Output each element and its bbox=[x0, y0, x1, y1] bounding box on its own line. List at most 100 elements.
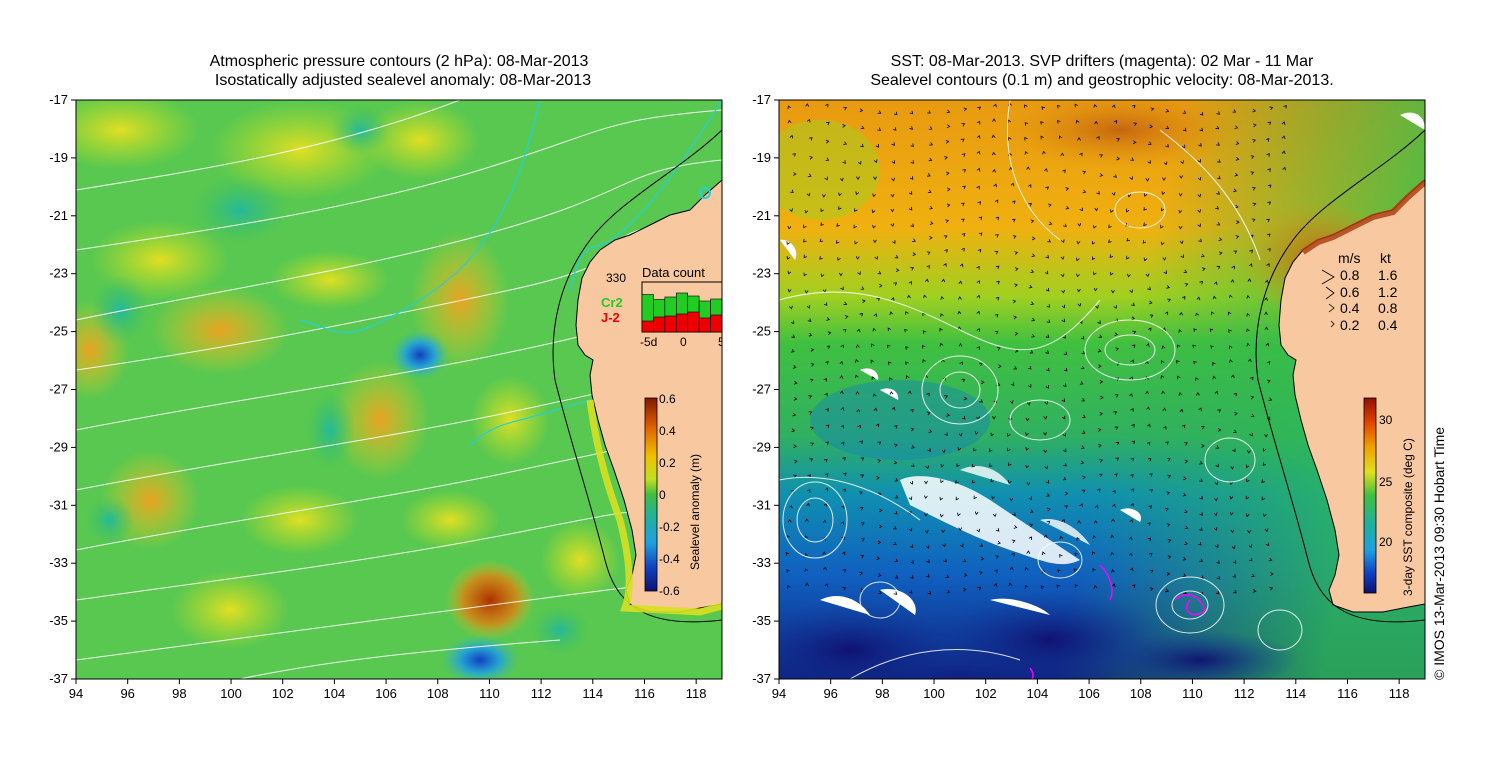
velocity-arrow bbox=[1265, 542, 1270, 547]
velocity-arrow bbox=[1234, 172, 1239, 177]
velocity-arrow bbox=[809, 378, 814, 383]
velocity-legend-ms-2: 0.4 bbox=[1340, 300, 1360, 316]
velocity-arrow bbox=[1115, 441, 1120, 446]
velocity-arrow bbox=[1160, 224, 1164, 229]
velocity-arrow bbox=[1024, 136, 1028, 141]
velocity-arrow bbox=[1045, 480, 1050, 484]
velocity-legend-arrow-1 bbox=[1325, 286, 1335, 300]
velocity-arrow bbox=[893, 460, 898, 465]
velocity-arrow bbox=[785, 551, 790, 556]
velocity-arrow bbox=[995, 234, 999, 238]
velocity-arrow bbox=[944, 249, 948, 253]
velocity-arrow bbox=[1065, 205, 1070, 210]
velocity-arrow bbox=[842, 587, 847, 591]
velocity-arrow bbox=[1010, 382, 1015, 387]
right-xtick-label: 104 bbox=[1027, 686, 1049, 701]
velocity-arrow bbox=[990, 432, 994, 437]
velocity-arrow bbox=[1044, 401, 1049, 405]
velocity-arrow bbox=[1213, 527, 1218, 531]
right-xtick-label: 100 bbox=[923, 686, 945, 701]
velocity-arrow bbox=[786, 256, 791, 260]
velocity-arrow bbox=[787, 270, 792, 275]
velocity-arrow bbox=[821, 194, 826, 198]
velocity-legend-ms-3: 0.2 bbox=[1340, 317, 1360, 333]
velocity-arrow bbox=[1098, 473, 1103, 478]
velocity-arrow bbox=[980, 556, 985, 561]
velocity-arrow bbox=[927, 110, 931, 114]
velocity-arrow bbox=[1059, 535, 1064, 540]
velocity-arrow bbox=[877, 110, 882, 114]
velocity-arrow bbox=[1218, 237, 1223, 241]
left-xtick-label: 118 bbox=[686, 686, 707, 701]
right-ytick-label: -23 bbox=[752, 266, 771, 281]
velocity-arrow bbox=[789, 134, 794, 139]
velocity-arrow bbox=[1217, 409, 1222, 413]
velocity-arrow bbox=[945, 171, 950, 176]
sst-colorbar-label: 3-day SST composite (deg C) bbox=[1401, 438, 1415, 596]
velocity-arrow bbox=[1166, 458, 1171, 462]
velocity-arrow bbox=[1228, 311, 1232, 316]
velocity-arrow bbox=[856, 176, 860, 180]
velocity-arrow bbox=[1199, 558, 1203, 563]
velocity-arrow bbox=[1114, 394, 1119, 398]
sealevel-contours bbox=[779, 100, 1303, 679]
velocity-arrow bbox=[994, 250, 999, 255]
velocity-arrow bbox=[1111, 518, 1115, 522]
velocity-arrow bbox=[794, 459, 798, 464]
velocity-arrow bbox=[1216, 191, 1220, 195]
velocity-arrow bbox=[1044, 465, 1049, 470]
velocity-arrow bbox=[890, 193, 895, 198]
velocity-arrow bbox=[1176, 359, 1180, 364]
velocity-arrow bbox=[1024, 567, 1029, 571]
velocity-arrow bbox=[1063, 351, 1068, 356]
velocity-arrow bbox=[1197, 159, 1201, 163]
velocity-arrow bbox=[1043, 449, 1048, 454]
velocity-arrow bbox=[874, 255, 878, 260]
velocity-arrow bbox=[853, 224, 857, 229]
velocity-arrow bbox=[1246, 328, 1250, 333]
velocity-arrow bbox=[1199, 280, 1203, 285]
velocity-arrow bbox=[1111, 104, 1116, 109]
velocity-arrow bbox=[836, 223, 840, 227]
velocity-arrow bbox=[1013, 366, 1018, 370]
velocity-arrow bbox=[1167, 474, 1172, 479]
velocity-arrow bbox=[825, 441, 829, 446]
velocity-arrow bbox=[1129, 519, 1134, 523]
velocity-arrow bbox=[1031, 253, 1036, 258]
velocity-arrow bbox=[856, 328, 861, 333]
velocity-arrow bbox=[977, 586, 982, 591]
velocity-arrow bbox=[924, 513, 928, 517]
velocity-arrow bbox=[1074, 552, 1079, 557]
velocity-arrow bbox=[1266, 218, 1270, 223]
data-count-bar-j2 bbox=[653, 316, 666, 333]
velocity-arrow bbox=[909, 544, 914, 549]
velocity-arrow bbox=[957, 512, 961, 517]
velocity-arrow bbox=[940, 296, 945, 300]
velocity-arrow bbox=[1160, 241, 1165, 246]
velocity-arrow bbox=[1130, 408, 1134, 412]
velocity-arrow bbox=[1246, 295, 1251, 299]
velocity-arrow bbox=[873, 313, 878, 317]
velocity-arrow bbox=[1270, 572, 1274, 576]
velocity-arrow bbox=[1161, 390, 1166, 395]
velocity-arrow bbox=[860, 522, 865, 526]
velocity-arrow bbox=[946, 124, 951, 129]
velocity-arrow bbox=[926, 265, 931, 269]
velocity-arrow bbox=[808, 395, 813, 399]
velocity-arrow bbox=[1109, 209, 1114, 214]
velocity-arrow bbox=[1131, 104, 1136, 109]
velocity-arrow bbox=[1251, 218, 1256, 223]
velocity-arrow bbox=[895, 268, 900, 273]
velocity-arrow bbox=[1143, 207, 1147, 211]
velocity-arrow bbox=[1245, 464, 1250, 469]
velocity-arrow bbox=[946, 413, 950, 417]
right-xtick-label: 96 bbox=[823, 686, 837, 701]
left-ytick-label: -19 bbox=[49, 150, 68, 165]
velocity-arrow bbox=[1046, 319, 1051, 324]
velocity-arrow bbox=[1248, 358, 1252, 363]
velocity-arrow bbox=[1264, 311, 1268, 316]
velocity-legend-ms-0: 0.8 bbox=[1340, 267, 1360, 283]
velocity-arrow bbox=[841, 551, 846, 556]
velocity-arrow bbox=[1250, 395, 1255, 400]
velocity-arrow bbox=[909, 480, 914, 485]
